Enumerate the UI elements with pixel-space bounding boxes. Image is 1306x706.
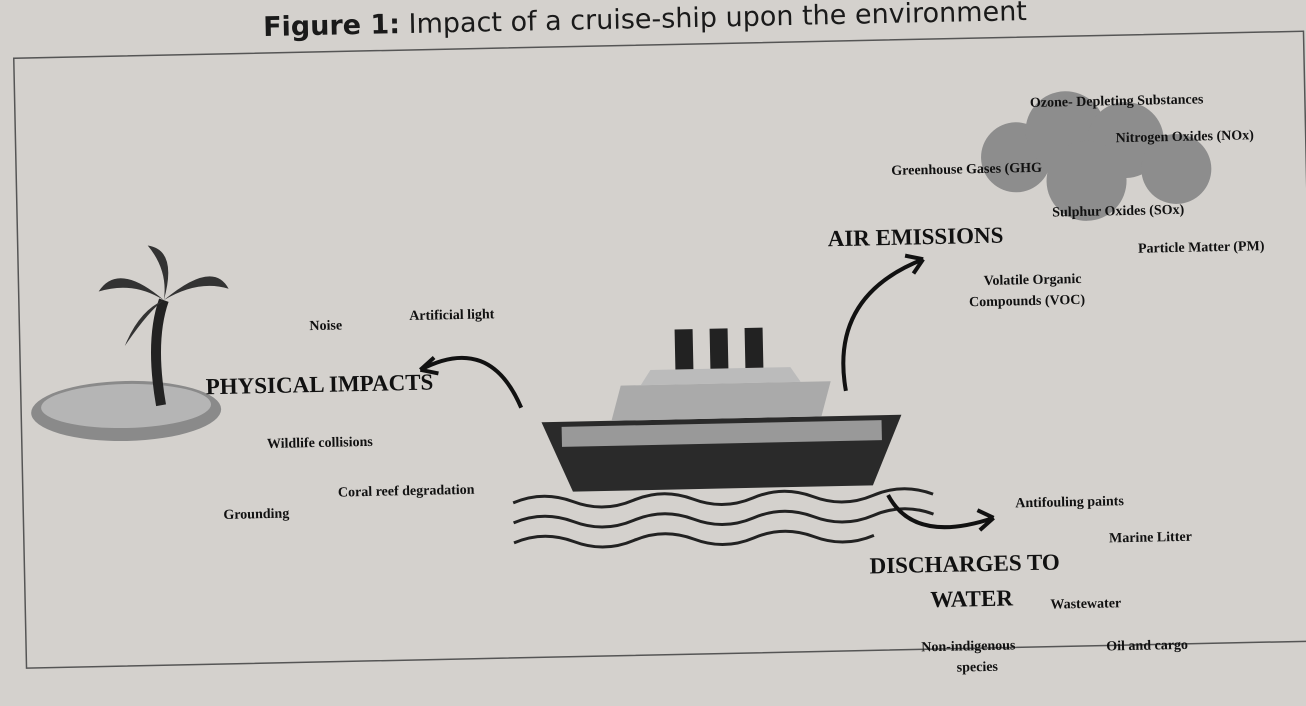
caption-label: Figure 1: — [263, 9, 400, 43]
water-species: species — [957, 660, 999, 676]
air-voc: Compounds (VOC) — [969, 293, 1086, 310]
air-item: Greenhouse Gases (GHG — [891, 161, 1042, 179]
page: Figure 1: Impact of a cruise-ship upon t… — [0, 0, 1306, 706]
water-item: Marine Litter — [1109, 530, 1192, 547]
physical-item: Wildlife collisions — [267, 435, 374, 452]
physical-item: Grounding — [223, 507, 289, 523]
water-item: Wastewater — [1050, 596, 1121, 612]
water-species: Non-indigenous — [921, 638, 1016, 655]
air-item: Particle Matter (PM) — [1138, 239, 1265, 257]
air-item: Nitrogen Oxides (NOx) — [1116, 128, 1255, 146]
air-voc: Volatile Organic — [983, 272, 1081, 289]
physical-item: Coral reef degradation — [338, 483, 475, 501]
air-item: Sulphur Oxides (SOx) — [1052, 203, 1185, 221]
water-item: Antifouling paints — [1015, 494, 1124, 511]
water-title: WATER — [930, 585, 1014, 612]
water-item: Oil and cargo — [1106, 638, 1188, 655]
physical-title: PHYSICAL IMPACTS — [205, 370, 433, 400]
physical-item: Artificial light — [409, 307, 495, 324]
air-title: AIR EMISSIONS — [827, 223, 1003, 252]
water-title: DISCHARGES TO — [869, 549, 1060, 578]
physical-item: Noise — [309, 318, 342, 334]
